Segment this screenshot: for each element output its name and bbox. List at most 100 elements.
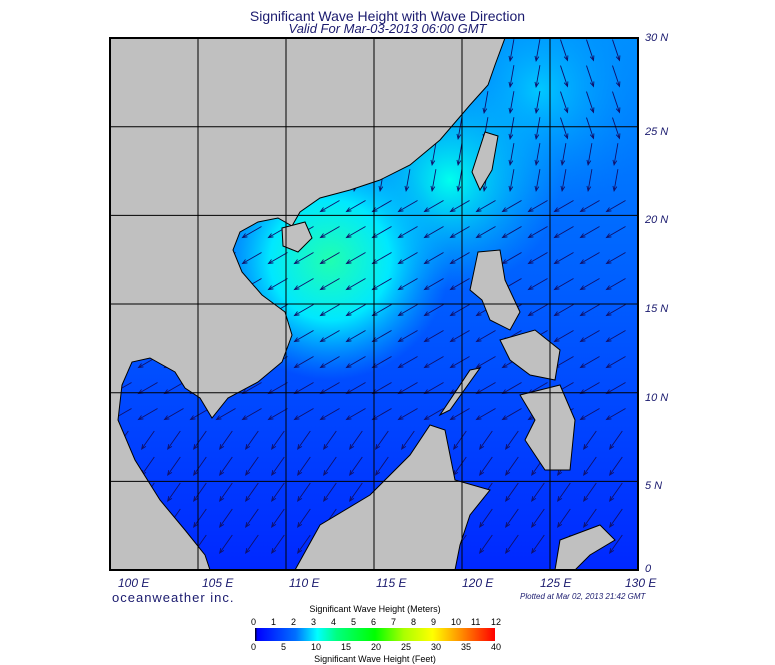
direction-arrow: [241, 226, 262, 239]
direction-arrow: [609, 430, 623, 450]
direction-arrow: [475, 408, 496, 421]
direction-arrow: [579, 356, 600, 369]
direction-arrow: [449, 356, 470, 369]
direction-arrow: [605, 330, 626, 343]
direction-arrow: [508, 65, 515, 88]
direction-arrow: [612, 39, 621, 62]
direction-arrow: [579, 278, 600, 291]
direction-arrow: [167, 430, 181, 450]
legend-tick: 8: [411, 617, 417, 627]
graticule: [110, 38, 638, 570]
direction-arrow: [508, 169, 515, 192]
direction-arrow: [297, 430, 311, 450]
direction-arrow: [612, 91, 621, 114]
lat-label: 15 N: [645, 303, 669, 315]
direction-arrow: [245, 534, 259, 554]
direction-arrow: [397, 330, 418, 343]
direction-arrow: [219, 482, 233, 502]
direction-arrow: [479, 430, 493, 450]
legend-tick: 6: [371, 617, 377, 627]
direction-arrow: [583, 482, 597, 502]
direction-arrow: [167, 482, 181, 502]
direction-arrow: [219, 430, 233, 450]
land-visayas: [499, 329, 561, 381]
direction-arrow: [449, 408, 470, 421]
direction-arrow: [612, 65, 621, 88]
legend-meters-title: Significant Wave Height (Meters): [309, 604, 441, 614]
plotted-timestamp: Plotted at Mar 02, 2013 21:42 GMT: [520, 592, 646, 601]
legend-tick: 12: [491, 617, 502, 627]
direction-arrow: [553, 330, 574, 343]
land-mindanao: [519, 384, 576, 471]
direction-arrow: [423, 200, 444, 213]
direction-arrow: [271, 534, 285, 554]
direction-arrow: [534, 117, 541, 140]
legend-tick: 7: [391, 617, 397, 627]
direction-arrow: [534, 143, 541, 166]
direction-arrow: [583, 508, 597, 528]
direction-arrow: [579, 226, 600, 239]
direction-arrow: [189, 408, 210, 421]
direction-arrow: [293, 252, 314, 265]
direction-arrow: [245, 508, 259, 528]
legend-tick: 30: [431, 642, 442, 652]
direction-arrow: [293, 304, 314, 317]
direction-arrow: [345, 304, 366, 317]
land-asia-mainland: [110, 38, 506, 570]
direction-arrow: [586, 65, 595, 88]
direction-arrow: [345, 200, 366, 213]
direction-arrow: [612, 169, 619, 192]
legend-tick: 5: [351, 617, 357, 627]
direction-arrow: [449, 226, 470, 239]
legend-tick: 5: [281, 642, 287, 652]
direction-arrow: [560, 169, 567, 192]
brand-logo: oceanweather inc.: [112, 590, 235, 605]
direction-arrow: [586, 169, 593, 192]
direction-arrow: [583, 456, 597, 476]
direction-arrow: [479, 456, 493, 476]
legend-tick: 11: [471, 617, 481, 627]
direction-arrow: [501, 226, 522, 239]
direction-arrow: [609, 456, 623, 476]
direction-arrow: [553, 200, 574, 213]
land-hainan: [281, 221, 313, 253]
direction-arrow: [609, 508, 623, 528]
direction-arrow: [271, 430, 285, 450]
direction-arrow: [557, 482, 571, 502]
direction-arrow: [397, 226, 418, 239]
legend-tick: 35: [461, 642, 472, 652]
direction-arrow: [404, 169, 411, 192]
direction-arrow: [501, 408, 522, 421]
legend-tick: 0: [251, 617, 257, 627]
legend-tick: 2: [291, 617, 297, 627]
lon-label: 115 E: [376, 576, 407, 590]
direction-arrow: [475, 356, 496, 369]
direction-arrow: [449, 200, 470, 213]
direction-arrow: [508, 39, 515, 62]
direction-arrow: [475, 226, 496, 239]
direction-arrow: [475, 330, 496, 343]
direction-arrow: [267, 252, 288, 265]
direction-arrow: [297, 508, 311, 528]
direction-arrow: [605, 304, 626, 317]
direction-arrow: [505, 534, 519, 554]
lon-label: 130 E: [625, 576, 657, 590]
lon-label: 120 E: [462, 576, 494, 590]
direction-arrow: [319, 304, 340, 317]
direction-arrow: [319, 200, 340, 213]
direction-arrow: [527, 226, 548, 239]
direction-arrow: [579, 252, 600, 265]
direction-arrow: [193, 430, 207, 450]
direction-arrow: [319, 226, 340, 239]
direction-arrow: [245, 482, 259, 502]
direction-arrow: [534, 65, 541, 88]
legend-tick: 9: [431, 617, 437, 627]
direction-arrow: [397, 278, 418, 291]
direction-arrow: [605, 408, 626, 421]
direction-arrow: [297, 482, 311, 502]
direction-arrow: [449, 304, 470, 317]
direction-arrow: [319, 356, 340, 369]
direction-arrow: [605, 278, 626, 291]
direction-arrow: [534, 91, 541, 114]
direction-arrow: [449, 330, 470, 343]
